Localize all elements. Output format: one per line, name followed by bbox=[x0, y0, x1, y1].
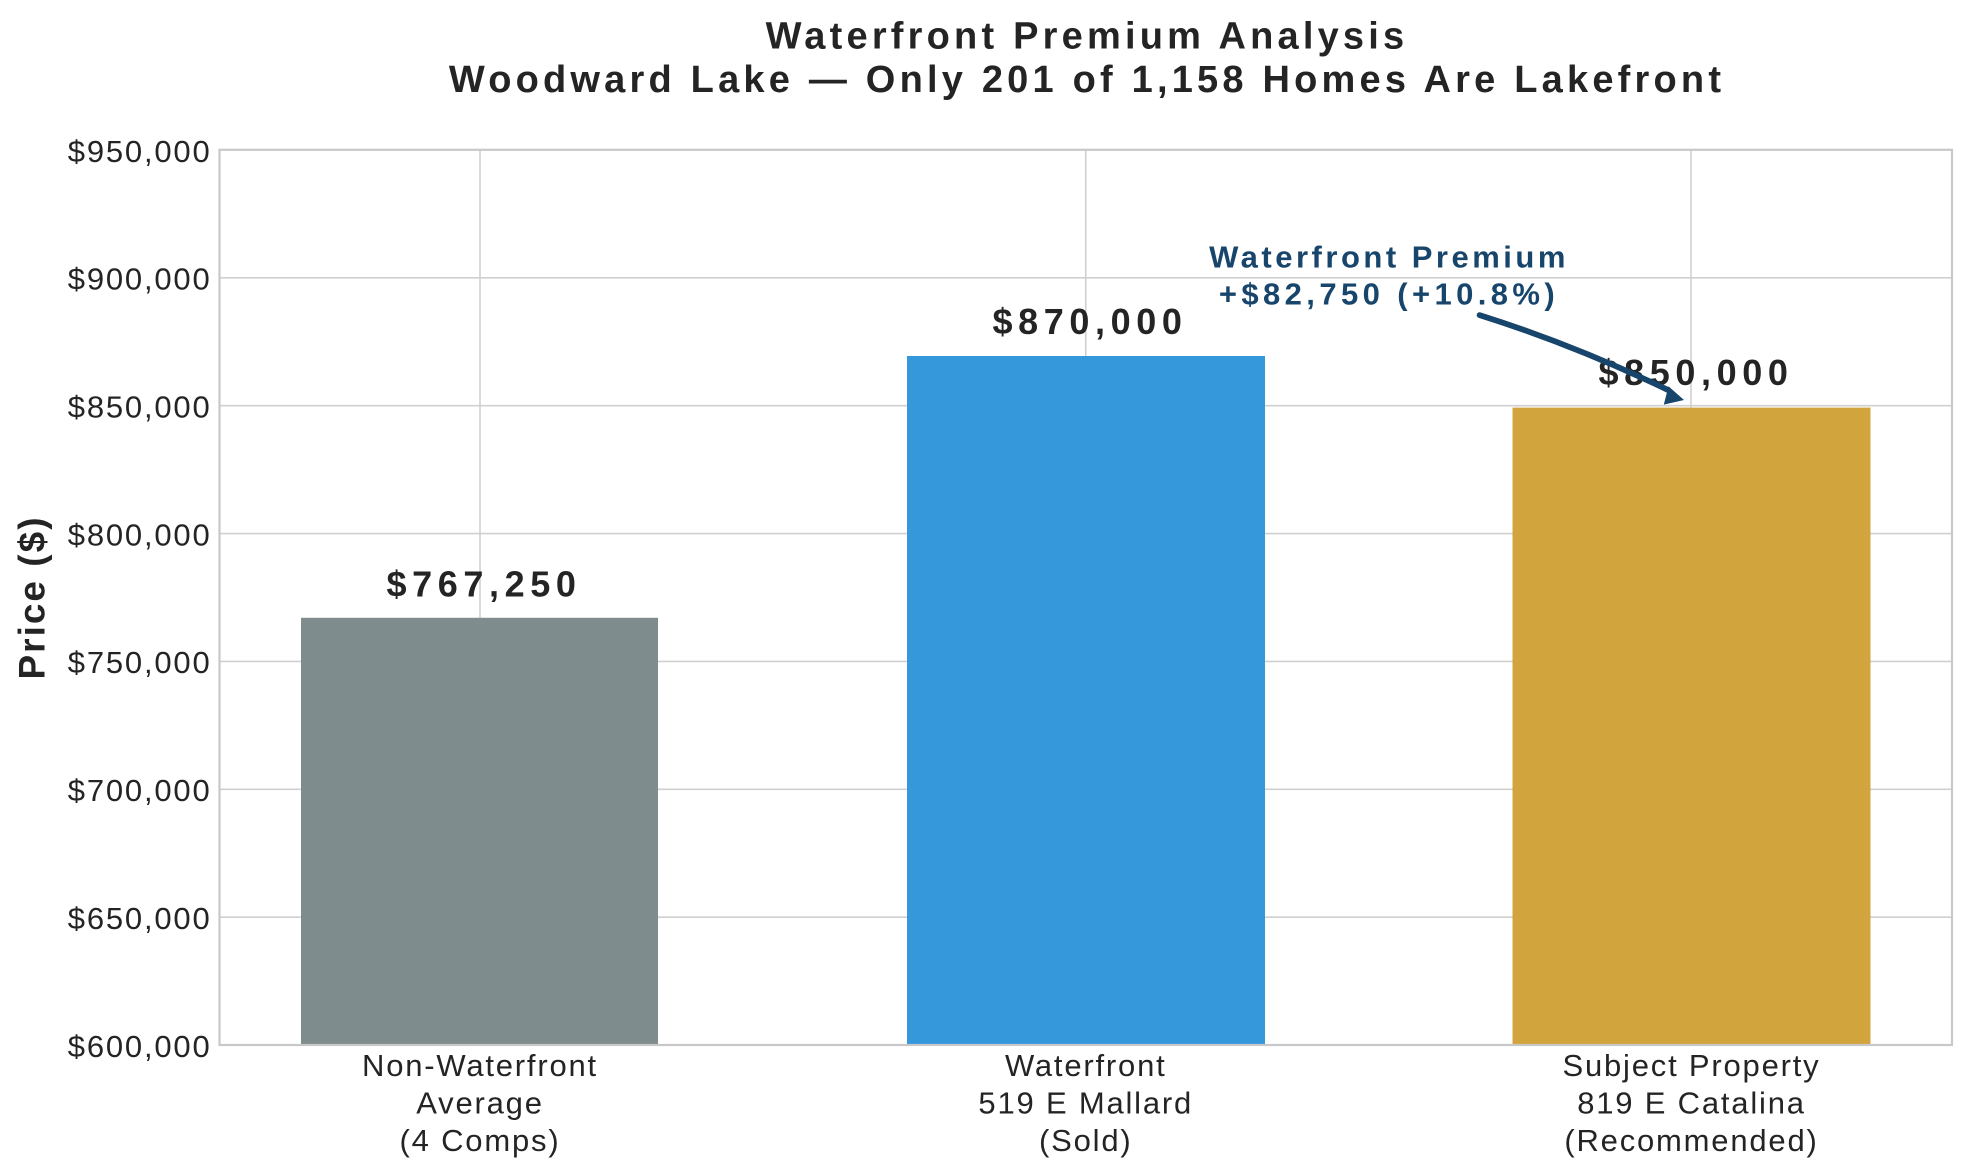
svg-text:$700,000: $700,000 bbox=[68, 773, 212, 808]
svg-text:Woodward Lake — Only 201 of 1,: Woodward Lake — Only 201 of 1,158 Homes … bbox=[449, 59, 1725, 101]
svg-text:(Sold): (Sold) bbox=[1039, 1123, 1133, 1158]
svg-text:$900,000: $900,000 bbox=[68, 262, 212, 297]
svg-text:+$82,750 (+10.8%): +$82,750 (+10.8%) bbox=[1219, 276, 1559, 311]
svg-text:$800,000: $800,000 bbox=[68, 517, 212, 552]
svg-text:(4 Comps): (4 Comps) bbox=[400, 1123, 561, 1158]
svg-text:Waterfront Premium Analysis: Waterfront Premium Analysis bbox=[766, 15, 1409, 57]
svg-text:Subject Property: Subject Property bbox=[1563, 1048, 1821, 1083]
svg-text:Non-Waterfront: Non-Waterfront bbox=[362, 1048, 598, 1083]
svg-text:$870,000: $870,000 bbox=[993, 301, 1188, 342]
svg-text:Price ($): Price ($) bbox=[12, 515, 53, 679]
svg-text:519 E Mallard: 519 E Mallard bbox=[978, 1086, 1193, 1121]
svg-text:$950,000: $950,000 bbox=[68, 134, 212, 169]
svg-text:$767,250: $767,250 bbox=[387, 564, 582, 605]
svg-text:$650,000: $650,000 bbox=[68, 901, 212, 936]
svg-text:$850,000: $850,000 bbox=[68, 390, 212, 425]
svg-text:Waterfront Premium: Waterfront Premium bbox=[1209, 239, 1569, 274]
svg-text:(Recommended): (Recommended) bbox=[1564, 1123, 1818, 1158]
svg-text:$750,000: $750,000 bbox=[68, 645, 212, 680]
svg-text:Waterfront: Waterfront bbox=[1005, 1048, 1167, 1083]
svg-text:$600,000: $600,000 bbox=[68, 1029, 212, 1064]
svg-text:Average: Average bbox=[416, 1086, 544, 1121]
svg-text:819 E Catalina: 819 E Catalina bbox=[1577, 1086, 1806, 1121]
